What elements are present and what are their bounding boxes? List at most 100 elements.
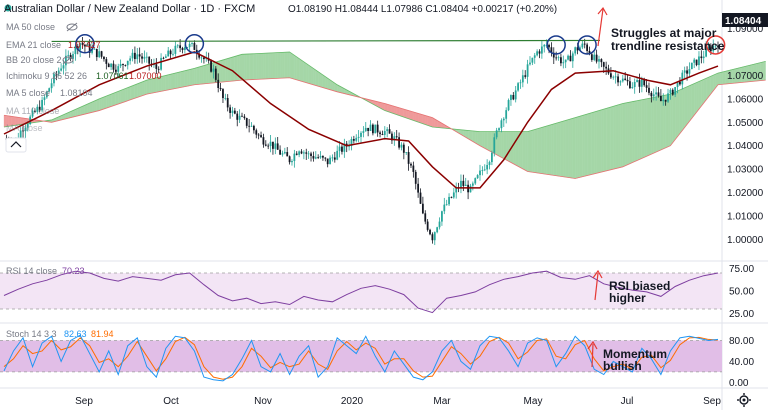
candle-body — [374, 125, 376, 134]
candle-body — [158, 69, 160, 70]
cloud-segment — [628, 102, 630, 165]
cloud-segment — [90, 102, 92, 113]
legend-ichimoku[interactable]: Ichimoku 9 26 52 26 — [6, 71, 87, 81]
candle-body — [191, 43, 193, 44]
cloud-segment — [606, 108, 608, 171]
candle-body — [503, 119, 505, 121]
cloud-segment — [413, 112, 415, 121]
candle-body — [379, 132, 381, 134]
legend-ema21-value: 1.07427 — [68, 40, 101, 50]
cloud-segment — [478, 131, 480, 145]
legend-ma110[interactable]: MA 110 close — [6, 106, 59, 116]
candle-body — [610, 73, 612, 77]
cloud-segment — [578, 116, 580, 178]
legend-bb20[interactable]: BB 20 close 2 — [6, 55, 62, 65]
cloud-segment — [597, 111, 599, 174]
legend-ma5[interactable]: MA 5 close — [6, 88, 50, 98]
candle-body — [398, 137, 400, 147]
candle-body — [210, 61, 212, 72]
candle-body — [541, 47, 543, 54]
cloud-segment — [187, 70, 189, 87]
cloud-segment — [263, 53, 265, 79]
candle-body — [700, 56, 702, 58]
last-price-label: 1.08404 — [725, 16, 762, 27]
cloud-segment — [144, 80, 146, 95]
cloud-segment — [97, 99, 99, 111]
cloud-segment — [85, 104, 87, 114]
candle-body — [179, 45, 181, 48]
candle-body — [508, 100, 510, 110]
candle-body — [134, 53, 136, 59]
cloud-segment — [620, 104, 622, 168]
legend-rsi[interactable]: RSI 14 close — [6, 266, 57, 276]
candle-body — [315, 157, 317, 158]
collapse-legend-icon[interactable] — [6, 138, 26, 152]
candle-body — [224, 98, 226, 99]
cloud-segment — [513, 132, 515, 165]
legend-stoch[interactable]: Stoch 14 3 3 — [6, 329, 57, 339]
cloud-segment — [601, 109, 603, 172]
candle-body — [596, 55, 598, 62]
time-tick-label: 2020 — [341, 396, 364, 407]
candle-body — [624, 79, 626, 80]
price-tick-label: 1.04000 — [727, 141, 764, 152]
candle-body — [572, 53, 574, 61]
candle-body — [163, 58, 165, 59]
cloud-segment — [223, 59, 225, 82]
cloud-segment — [680, 89, 682, 134]
cloud-segment — [202, 66, 204, 85]
legend-ma[interactable]: MA close — [6, 123, 43, 133]
cloud-segment — [580, 115, 582, 177]
candle-body — [691, 63, 693, 69]
cloud-segment — [551, 124, 553, 175]
cloud-segment — [639, 100, 641, 160]
cloud-segment — [421, 114, 423, 124]
cloud-segment — [604, 108, 606, 171]
cloud-segment — [256, 54, 258, 80]
candle-body — [265, 145, 267, 146]
candle-body — [260, 135, 262, 137]
cloud-segment — [259, 53, 261, 79]
cloud-segment — [111, 93, 113, 106]
candle-body — [703, 57, 705, 59]
candle-body — [420, 193, 422, 204]
candle-body — [670, 90, 672, 94]
cloud-segment — [423, 115, 425, 125]
candle-body — [155, 64, 157, 69]
candle-body — [574, 47, 576, 53]
cloud-segment — [482, 132, 484, 149]
cloud-segment — [409, 111, 411, 120]
legend-ema21[interactable]: EMA 21 close — [6, 40, 61, 50]
candle-body — [386, 129, 388, 131]
candle-body — [674, 87, 676, 95]
candle-body — [301, 151, 303, 153]
candle-body — [477, 175, 479, 178]
cloud-segment — [720, 72, 722, 85]
cloud-segment — [682, 88, 684, 131]
cloud-segment — [173, 73, 175, 89]
legend-ma5-value: 1.08104 — [60, 88, 93, 98]
cloud-segment — [411, 111, 413, 120]
legend-ma50[interactable]: MA 50 close — [6, 22, 55, 32]
stoch-tick-label: 40.00 — [729, 357, 754, 368]
candle-body — [512, 95, 514, 99]
cloud-segment — [271, 53, 273, 79]
candle-body — [148, 57, 150, 64]
cloud-segment — [694, 83, 696, 116]
cloud-segment — [670, 93, 672, 146]
cloud-segment — [685, 87, 687, 128]
candle-body — [439, 222, 441, 228]
cloud-segment — [689, 85, 691, 122]
candle-body — [362, 131, 364, 133]
cloud-segment — [206, 64, 208, 83]
cloud-segment — [242, 54, 244, 80]
candle-body — [639, 80, 641, 87]
cloud-segment — [394, 106, 396, 114]
cloud-segment — [163, 75, 165, 90]
cloud-segment — [697, 82, 699, 113]
cloud-segment — [561, 121, 563, 177]
cloud-segment — [130, 86, 132, 100]
cloud-segment — [273, 53, 275, 79]
cloud-segment — [649, 98, 651, 155]
cloud-segment — [418, 113, 420, 122]
